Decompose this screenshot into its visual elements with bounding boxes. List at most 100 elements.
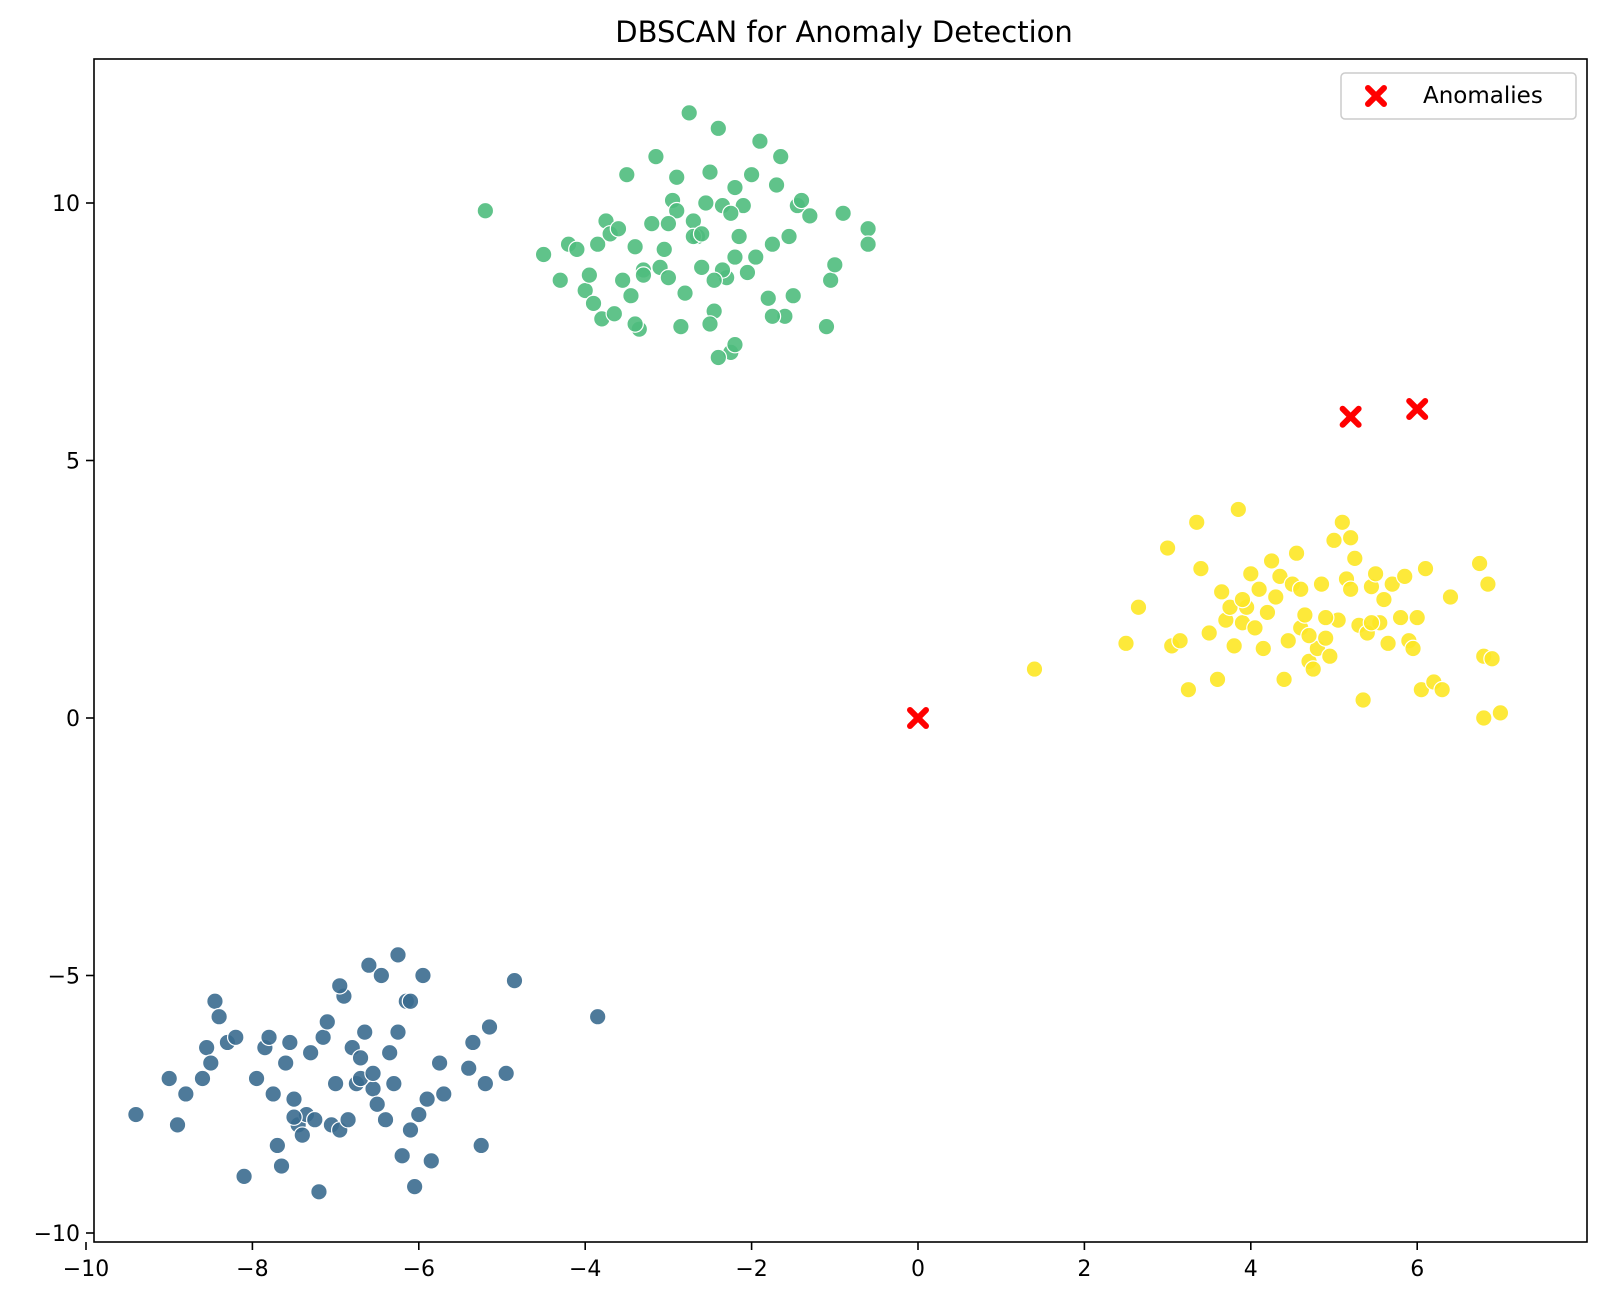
cluster-1-point (672, 317, 690, 336)
cluster-1-point (742, 165, 761, 184)
cluster-0-point (434, 1085, 453, 1103)
cluster-2-point (1296, 606, 1314, 624)
cluster-0-point (339, 1110, 357, 1129)
cluster-0-point (197, 1038, 216, 1057)
cluster-0-point (318, 1013, 337, 1031)
cluster-0-point (264, 1085, 282, 1103)
cluster-0-point (364, 1064, 382, 1083)
x-tick-label: −8 (236, 1257, 268, 1282)
cluster-1-point (613, 271, 632, 290)
cluster-2-point (1246, 619, 1264, 637)
cluster-2-point (1025, 660, 1044, 678)
cluster-2-point (1250, 580, 1268, 599)
cluster-1-point (634, 266, 653, 284)
cluster-1-point (642, 214, 661, 233)
cluster-2-point (1229, 500, 1248, 519)
legend-box (1340, 72, 1577, 120)
cluster-1-point (859, 235, 877, 253)
cluster-2-point (1362, 613, 1381, 632)
cluster-1-point (659, 214, 678, 233)
cluster-1-point (734, 196, 753, 215)
cluster-1-point (551, 271, 570, 290)
cluster-2-point (1404, 639, 1422, 658)
cluster-1-point (568, 240, 586, 259)
cluster-2-point (1279, 631, 1298, 650)
cluster-2-point (1379, 634, 1397, 653)
cluster-1-point (655, 240, 674, 259)
cluster-1-point (767, 176, 786, 194)
cluster-1-point (584, 294, 603, 313)
cluster-1-point (721, 204, 740, 223)
cluster-0-point (385, 1074, 403, 1093)
x-tick-label: −2 (735, 1257, 767, 1282)
cluster-0-point (459, 1059, 478, 1077)
cluster-1-point (647, 147, 665, 166)
y-axis: −10 −5 0 5 10 (34, 192, 94, 1247)
cluster-0-point (247, 1069, 266, 1088)
cluster-0-point (326, 1074, 345, 1093)
cluster-0-point (206, 992, 224, 1011)
cluster-2-point (1291, 580, 1310, 599)
cluster-0-point (476, 1074, 495, 1093)
cluster-0-point (389, 946, 407, 964)
cluster-0-point (268, 1136, 287, 1155)
cluster-1-point (701, 315, 719, 333)
cluster-0-point (202, 1054, 220, 1072)
cluster-0-point (226, 1028, 245, 1047)
x-tick-label: −10 (63, 1257, 109, 1282)
x-tick-label: 4 (1244, 1257, 1258, 1282)
cluster-1-point (771, 147, 790, 166)
cluster-2-point (1383, 575, 1402, 593)
cluster-0-point (177, 1085, 195, 1103)
cluster-0-point (472, 1136, 490, 1155)
cluster-1-point (667, 201, 686, 220)
cluster-0-point (330, 976, 349, 995)
cluster-2-point (1233, 590, 1252, 609)
cluster-1-point (726, 248, 744, 266)
cluster-1-point (784, 286, 802, 305)
cluster-0-point (281, 1033, 299, 1052)
cluster-2-point (1275, 670, 1293, 689)
cluster-2-point (1366, 564, 1385, 583)
cluster-1-point (622, 286, 640, 305)
cluster-1-point (759, 289, 778, 308)
cluster-1-point (780, 227, 798, 246)
legend: Anomalies (1340, 72, 1577, 120)
cluster-1-point (626, 237, 644, 256)
cluster-1-point (738, 263, 757, 282)
cluster-0-point (409, 1105, 428, 1124)
cluster-1-point (817, 317, 836, 336)
cluster-0-point (430, 1054, 449, 1072)
cluster-2-point (1433, 680, 1451, 699)
y-tick-label: −5 (48, 965, 80, 990)
cluster-0-point (272, 1157, 291, 1175)
cluster-2-point (1341, 580, 1360, 599)
plot-area-frame (93, 58, 1588, 1243)
cluster-2-point (1200, 624, 1218, 642)
cluster-1-point (763, 235, 782, 253)
cluster-0-point (464, 1033, 482, 1052)
cluster-0-point (293, 1126, 312, 1144)
y-tick-label: 10 (52, 192, 80, 217)
cluster-1-point (730, 227, 748, 246)
cluster-0-point (301, 1043, 320, 1062)
cluster-1-point (476, 201, 495, 220)
y-tick-label: 5 (66, 450, 80, 475)
cluster-1-point (626, 315, 644, 333)
anomaly-point (907, 707, 929, 729)
anomaly-point (1406, 398, 1429, 420)
cluster-0-point (380, 1043, 399, 1062)
cluster-2-point (1129, 598, 1148, 617)
cluster-2-point (1258, 603, 1277, 622)
anomaly-point (1339, 405, 1362, 428)
cluster-1-point (763, 307, 782, 326)
cluster-0-point (314, 1028, 332, 1047)
cluster-0-point (401, 992, 420, 1011)
cluster-2-point (1262, 552, 1281, 570)
cluster-0-point (368, 1095, 386, 1114)
cluster-2-point (1416, 559, 1435, 578)
cluster-0-point (401, 1121, 420, 1139)
cluster-2-point (1316, 629, 1335, 647)
cluster-2-point (1316, 608, 1335, 627)
cluster-0-point (127, 1105, 145, 1124)
